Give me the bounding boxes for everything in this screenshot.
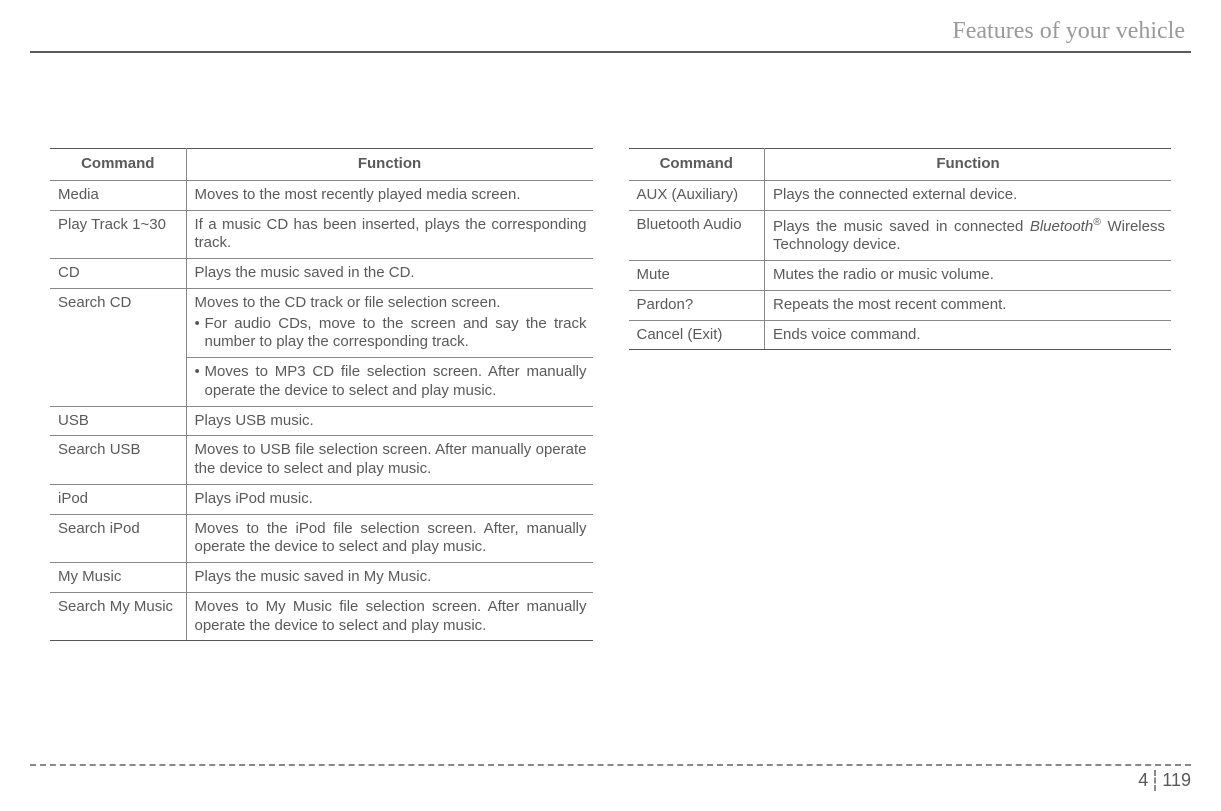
header-rule xyxy=(30,51,1191,53)
table-row: Pardon? Repeats the most recent comment. xyxy=(629,290,1172,320)
cell-function: Moves to the CD track or file selection … xyxy=(186,288,593,357)
bullet-dot-icon: • xyxy=(195,363,205,401)
cell-command: Search iPod xyxy=(50,514,186,563)
table-row: Bluetooth Audio Plays the music saved in… xyxy=(629,210,1172,261)
table-row: Search USB Moves to USB file selection s… xyxy=(50,436,593,485)
commands-table-right: Command Function AUX (Auxiliary) Plays t… xyxy=(629,148,1172,350)
registered-icon: ® xyxy=(1093,216,1101,228)
table-row: USB Plays USB music. xyxy=(50,406,593,436)
cell-function: Moves to the iPod file selection screen.… xyxy=(186,514,593,563)
page-footer: 4 119 xyxy=(30,764,1191,791)
cell-command: AUX (Auxiliary) xyxy=(629,180,765,210)
page-root: Features of your vehicle Command Functio… xyxy=(0,0,1221,811)
cell-command: Search My Music xyxy=(50,592,186,641)
bullet-text: Moves to MP3 CD file selection screen. A… xyxy=(205,363,587,401)
function-text-italic: Bluetooth xyxy=(1030,218,1093,235)
table-row: Search CD Moves to the CD track or file … xyxy=(50,288,593,357)
cell-function: Moves to USB file selection screen. Afte… xyxy=(186,436,593,485)
table-row: Play Track 1~30 If a music CD has been i… xyxy=(50,210,593,259)
col-header-function: Function xyxy=(765,149,1172,181)
table-row: Search My Music Moves to My Music file s… xyxy=(50,592,593,641)
table-row: CD Plays the music saved in the CD. xyxy=(50,259,593,289)
table-row: Media Moves to the most recently played … xyxy=(50,180,593,210)
cell-command: Search USB xyxy=(50,436,186,485)
cell-function: Plays the music saved in the CD. xyxy=(186,259,593,289)
cell-function: Plays iPod music. xyxy=(186,484,593,514)
page-title: Features of your vehicle xyxy=(30,18,1191,51)
cell-command: Media xyxy=(50,180,186,210)
bullet-text: For audio CDs, move to the screen and sa… xyxy=(205,315,587,353)
cell-function: If a music CD has been inserted, plays t… xyxy=(186,210,593,259)
bullet-item: • For audio CDs, move to the screen and … xyxy=(195,315,587,353)
table-header-row: Command Function xyxy=(50,149,593,181)
page-number: 4 119 xyxy=(1138,770,1191,791)
cell-command: Bluetooth Audio xyxy=(629,210,765,261)
content-columns: Command Function Media Moves to the most… xyxy=(30,148,1191,641)
table-row: Cancel (Exit) Ends voice command. xyxy=(629,320,1172,350)
right-column: Command Function AUX (Auxiliary) Plays t… xyxy=(629,148,1172,641)
table-row: iPod Plays iPod music. xyxy=(50,484,593,514)
table-row: Mute Mutes the radio or music volume. xyxy=(629,261,1172,291)
commands-table-left: Command Function Media Moves to the most… xyxy=(50,148,593,641)
cell-function: Plays USB music. xyxy=(186,406,593,436)
col-header-command: Command xyxy=(629,149,765,181)
cell-command: iPod xyxy=(50,484,186,514)
cell-function: Ends voice command. xyxy=(765,320,1172,350)
function-lead: Moves to the CD track or file selection … xyxy=(195,294,501,311)
cell-function: Plays the connected external device. xyxy=(765,180,1172,210)
function-text-pre: Plays the music saved in connected xyxy=(773,218,1030,235)
col-header-command: Command xyxy=(50,149,186,181)
table-header-row: Command Function xyxy=(629,149,1172,181)
cell-function: Plays the music saved in connected Bluet… xyxy=(765,210,1172,261)
cell-command: Mute xyxy=(629,261,765,291)
cell-command: My Music xyxy=(50,563,186,593)
cell-function: Repeats the most recent comment. xyxy=(765,290,1172,320)
cell-function: • Moves to MP3 CD file selection screen.… xyxy=(186,358,593,407)
cell-command: Play Track 1~30 xyxy=(50,210,186,259)
table-row: My Music Plays the music saved in My Mus… xyxy=(50,563,593,593)
bullet-item: • Moves to MP3 CD file selection screen.… xyxy=(195,363,587,401)
cell-function: Plays the music saved in My Music. xyxy=(186,563,593,593)
cell-command: CD xyxy=(50,259,186,289)
cell-function: Moves to My Music file selection screen.… xyxy=(186,592,593,641)
cell-command: Pardon? xyxy=(629,290,765,320)
cell-function: Mutes the radio or music volume. xyxy=(765,261,1172,291)
page-number-value: 119 xyxy=(1156,770,1191,791)
left-column: Command Function Media Moves to the most… xyxy=(50,148,593,641)
cell-command: Cancel (Exit) xyxy=(629,320,765,350)
bullet-dot-icon: • xyxy=(195,315,205,353)
cell-function: Moves to the most recently played media … xyxy=(186,180,593,210)
cell-command: Search CD xyxy=(50,288,186,406)
bullet-block: • For audio CDs, move to the screen and … xyxy=(195,315,587,353)
table-row: Search iPod Moves to the iPod file selec… xyxy=(50,514,593,563)
table-row: AUX (Auxiliary) Plays the connected exte… xyxy=(629,180,1172,210)
col-header-function: Function xyxy=(186,149,593,181)
cell-command: USB xyxy=(50,406,186,436)
section-number: 4 xyxy=(1138,770,1156,791)
